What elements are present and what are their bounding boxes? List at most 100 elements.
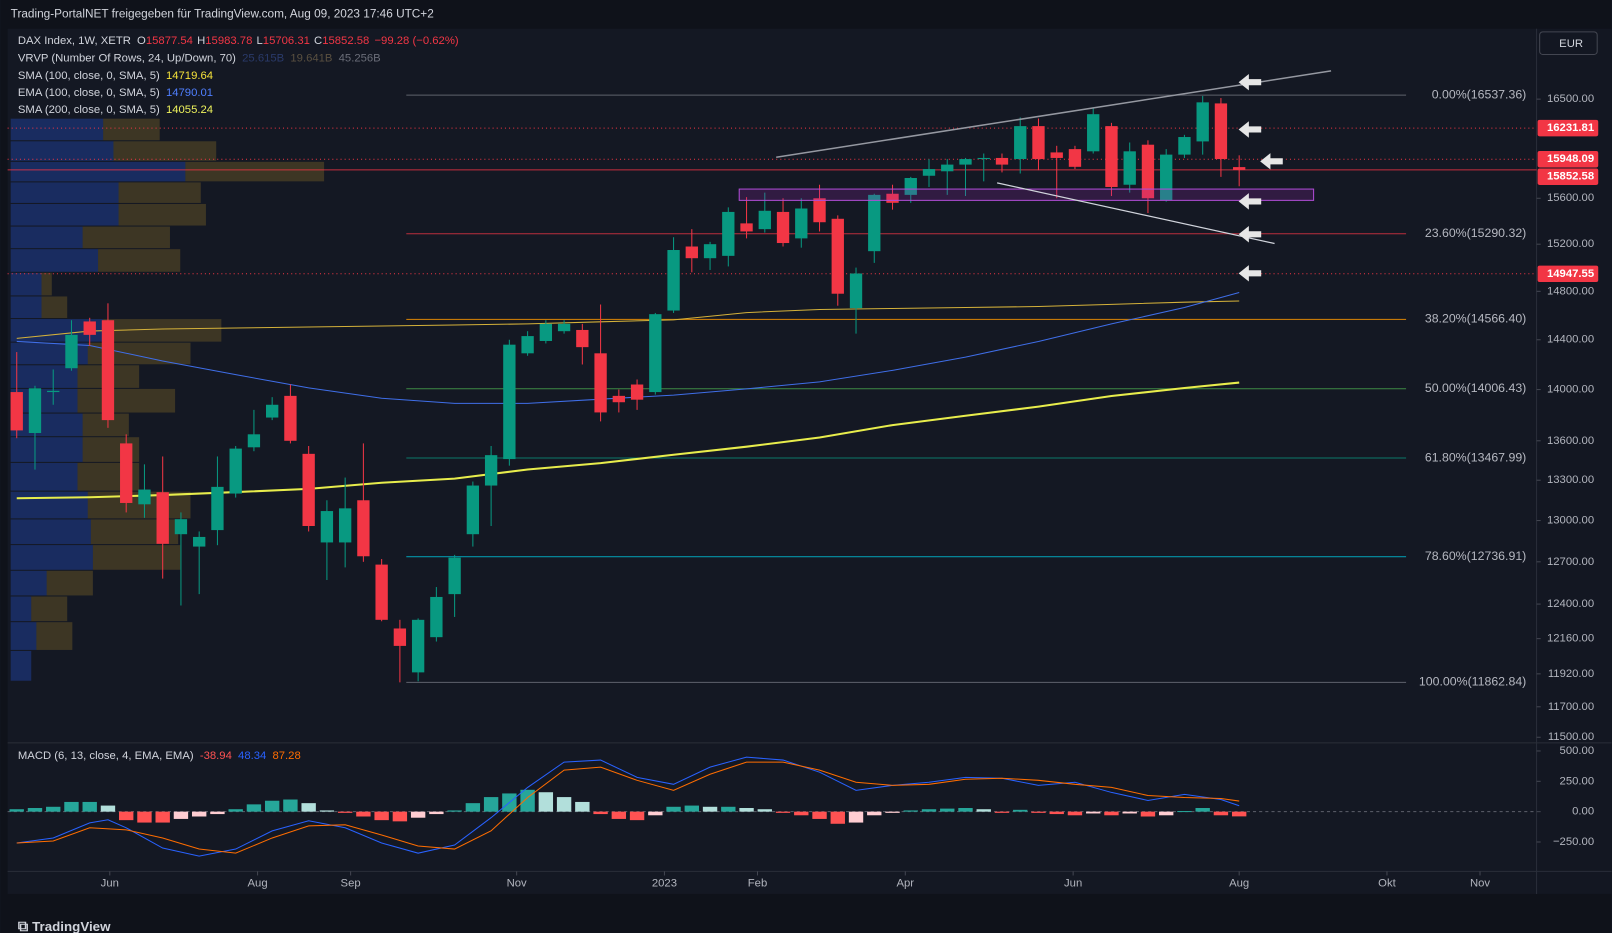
- y-tick-label: 11500.00: [1548, 731, 1594, 743]
- fib-label: 50.00%(14006.43): [1425, 381, 1526, 395]
- histogram-bar: [1140, 811, 1156, 817]
- candle-body: [466, 485, 480, 535]
- profile-up: [10, 545, 93, 570]
- candle-body: [1196, 102, 1209, 142]
- ohlc-value: 15706.31: [263, 35, 310, 47]
- candle-body: [375, 564, 388, 620]
- candle-body: [28, 388, 42, 434]
- histogram-bar: [593, 811, 608, 815]
- candle-body: [667, 250, 680, 311]
- histogram-bar: [374, 811, 389, 821]
- candle-body: [138, 489, 151, 505]
- candle-body: [211, 486, 224, 531]
- histogram-bar: [1104, 811, 1119, 816]
- histogram-bar: [1086, 811, 1101, 814]
- candle-body: [1050, 152, 1063, 158]
- candle-body: [959, 159, 972, 165]
- candle-body: [740, 223, 753, 232]
- trend-line: [776, 70, 1332, 158]
- currency-button[interactable]: [1539, 31, 1598, 55]
- price-plot: 0.00%(16537.36) 23.60%(15290.32) 38.20%(14…: [7, 87, 1537, 689]
- y-tick-label: −250.00: [1553, 836, 1594, 848]
- histogram-bar: [1049, 811, 1064, 815]
- candle-body: [266, 404, 279, 418]
- profile-up: [10, 388, 78, 413]
- currency-label[interactable]: EUR: [1559, 38, 1583, 50]
- candle-body: [357, 500, 370, 557]
- profile-up: [10, 272, 42, 296]
- ohlc-prefix: O: [137, 35, 146, 47]
- candle-body: [776, 211, 790, 244]
- histogram-bar: [666, 806, 681, 812]
- candle-body: [10, 392, 23, 431]
- candle-body: [703, 244, 717, 259]
- indicator-name: EMA (100, close, 0, SMA, 5): [18, 87, 160, 99]
- histogram-bar: [228, 809, 243, 812]
- candle-body: [557, 323, 571, 332]
- profile-down: [82, 413, 129, 437]
- profile-up: [10, 622, 37, 650]
- macd-legend: MACD (6, 13, close, 4, EMA, EMA) -38.94 48…: [18, 750, 301, 762]
- profile-up: [10, 226, 83, 249]
- profile-down: [36, 622, 73, 650]
- macd-pane: 500.00 250.00 0.00 −250.00 MACD (6, 13, clos…: [7, 745, 1594, 857]
- indicator-legend: SMA (100, close, 0, SMA, 5) 14719.64: [18, 70, 213, 82]
- candle-body: [484, 455, 498, 486]
- macd-line: [16, 756, 1240, 857]
- histogram-bar: [465, 803, 481, 812]
- x-tick-label: Sep: [341, 878, 361, 890]
- profile-down: [113, 141, 217, 161]
- x-tick-label: Feb: [748, 878, 767, 890]
- histogram-bar: [100, 805, 116, 812]
- candle-body: [448, 557, 461, 595]
- candle-body: [904, 177, 917, 195]
- candle-body: [1105, 126, 1118, 187]
- symbol-legend: DAX Index, 1W, XETR O15877.54 H15983.78 L15…: [18, 35, 459, 47]
- histogram-bar: [794, 811, 809, 816]
- indicator-value: 87.28: [272, 750, 300, 762]
- y-tick-label: 16500.00: [1547, 93, 1594, 105]
- indicator-legend: SMA (200, close, 0, SMA, 5) 14055.24: [18, 104, 213, 116]
- histogram-bar: [1031, 811, 1046, 813]
- candle-body: [65, 334, 78, 369]
- change: −99.28 (−0.62%): [374, 35, 458, 47]
- histogram-bar: [337, 811, 353, 813]
- profile-up: [10, 437, 83, 462]
- ohlc-prefix: H: [197, 35, 205, 47]
- candle-body: [886, 193, 899, 203]
- candle-body: [758, 210, 771, 230]
- price-label-box: [1537, 168, 1599, 185]
- arrow-annotations: [1238, 73, 1283, 282]
- trend-line: [996, 182, 1275, 245]
- candle-body: [503, 344, 516, 460]
- candle-body: [284, 395, 297, 441]
- histogram-bar: [775, 811, 791, 813]
- y-tick-label: 0.00: [1572, 806, 1594, 818]
- histogram-bar: [1122, 811, 1137, 814]
- indicator-value: -38.94: [200, 750, 232, 762]
- ohlc-value: 15877.54: [146, 35, 193, 47]
- histogram-bar: [921, 809, 937, 812]
- profile-up: [10, 596, 32, 622]
- indicator-name: MACD (6, 13, close, 4, EMA, EMA): [18, 750, 194, 762]
- histogram-bar: [173, 811, 189, 819]
- x-tick-label: Apr: [896, 878, 914, 890]
- histogram-bar: [410, 811, 426, 818]
- x-tick-label: Aug: [248, 878, 268, 890]
- indicator-line: [16, 300, 1240, 339]
- profile-up: [10, 413, 83, 437]
- candle-body: [1123, 151, 1136, 185]
- y-tick-label: 15200.00: [1547, 238, 1594, 250]
- symbol: DAX Index, 1W, XETR: [18, 35, 131, 47]
- ohlc-value: 15852.58: [322, 35, 369, 47]
- indicator-value: 14055.24: [166, 104, 213, 116]
- arrow: [1260, 153, 1283, 170]
- indicator-value: 45.256B: [339, 53, 381, 65]
- y-tick-label: 12700.00: [1547, 556, 1594, 568]
- profile-down: [31, 596, 68, 622]
- profile-down: [46, 570, 93, 596]
- support-zone: [738, 188, 1315, 201]
- y-tick-label: 12160.00: [1547, 633, 1594, 645]
- histogram-bar: [1159, 811, 1174, 816]
- profile-up: [10, 182, 119, 203]
